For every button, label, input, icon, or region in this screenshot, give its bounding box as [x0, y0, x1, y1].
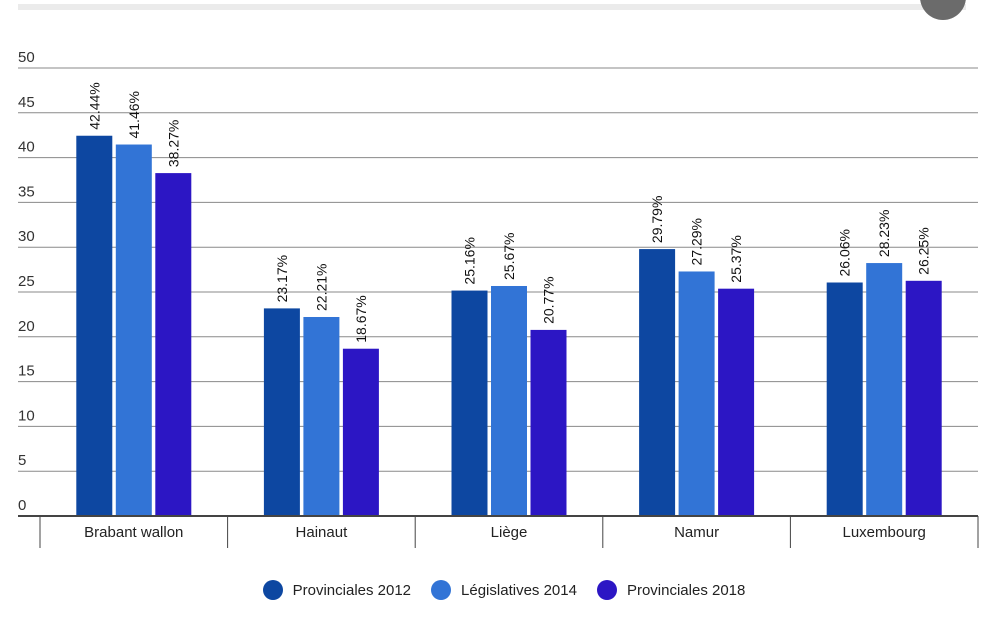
data-label: 27.29% — [689, 218, 705, 265]
y-tick-label: 45 — [18, 94, 35, 111]
data-label: 26.25% — [916, 227, 932, 274]
y-tick-label: 10 — [18, 407, 35, 424]
y-tick-label: 30 — [18, 228, 35, 245]
x-category-label: Luxembourg — [843, 524, 926, 541]
data-label: 41.46% — [126, 91, 142, 138]
bar[interactable] — [155, 173, 192, 516]
chart-legend: Provinciales 2012 Législatives 2014 Prov… — [0, 576, 1008, 604]
data-label: 42.44% — [86, 82, 102, 129]
legend-swatch — [596, 580, 617, 600]
bar[interactable] — [76, 135, 113, 516]
x-category-label: Brabant wallon — [84, 524, 183, 541]
bar[interactable] — [451, 290, 488, 516]
bar[interactable] — [303, 316, 340, 516]
corner-button[interactable] — [920, 0, 966, 20]
bar[interactable] — [678, 271, 715, 516]
bar[interactable] — [491, 285, 527, 516]
y-tick-label: 35 — [18, 183, 35, 200]
data-label: 22.21% — [313, 264, 329, 311]
bar[interactable] — [263, 308, 300, 516]
y-tick-label: 5 — [18, 452, 26, 469]
data-label: 25.67% — [501, 233, 517, 280]
legend-swatch — [262, 580, 283, 600]
data-label: 25.37% — [728, 235, 744, 282]
legend-label: Législatives 2014 — [461, 581, 577, 599]
data-label: 23.17% — [274, 255, 290, 302]
bar[interactable] — [866, 263, 903, 516]
data-label: 29.79% — [649, 196, 665, 243]
data-label: 28.23% — [876, 210, 892, 257]
y-tick-label: 25 — [18, 273, 35, 290]
legend-item-series-1[interactable]: Législatives 2014 — [431, 580, 577, 600]
bar[interactable] — [826, 282, 863, 516]
legend-item-series-0[interactable]: Provinciales 2012 — [262, 580, 412, 600]
y-tick-label: 50 — [18, 49, 35, 66]
y-tick-label: 20 — [18, 318, 35, 335]
bar[interactable] — [115, 144, 152, 516]
legend-label: Provinciales 2012 — [292, 581, 412, 599]
y-tick-label: 0 — [18, 497, 26, 514]
data-label: 18.67% — [353, 295, 369, 342]
bar[interactable] — [718, 288, 755, 516]
data-label: 25.16% — [462, 237, 478, 284]
data-label: 26.06% — [837, 229, 853, 276]
top-bar — [18, 4, 966, 10]
legend-label: Provinciales 2018 — [626, 581, 746, 599]
data-label: 38.27% — [165, 120, 181, 167]
y-tick-label: 40 — [18, 139, 35, 156]
y-tick-label: 15 — [18, 363, 35, 380]
legend-swatch — [431, 580, 452, 600]
legend-item-series-2[interactable]: Provinciales 2018 — [596, 580, 746, 600]
x-category-label: Liège — [491, 524, 528, 541]
bar-chart: 0 5 10 15 20 25 30 35 40 45 50 42.44% 41.46% 38.27% Br… — [18, 49, 979, 548]
x-category-label: Hainaut — [296, 524, 349, 541]
bar[interactable] — [905, 280, 942, 516]
bar[interactable] — [530, 329, 567, 516]
bar[interactable] — [639, 249, 676, 516]
bar[interactable] — [342, 348, 379, 516]
x-category-label: Namur — [674, 524, 719, 541]
data-label: 20.77% — [541, 276, 557, 323]
